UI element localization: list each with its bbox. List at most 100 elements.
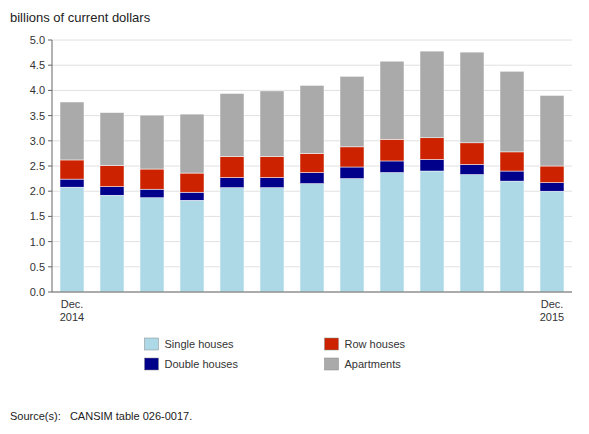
y-tick-label: 3.0 — [30, 135, 45, 147]
series — [60, 51, 564, 173]
title: billions of current dollars — [10, 10, 151, 25]
y-tick-label: 1.5 — [30, 210, 45, 222]
source-note: Source(s): CANSIM table 026-0017. — [10, 410, 192, 422]
bar-segment — [140, 198, 164, 292]
y-tick — [48, 241, 52, 242]
legend-label: Apartments — [345, 358, 402, 370]
bar-segment — [380, 173, 404, 292]
bar-segment — [500, 171, 524, 181]
x-axis-line — [52, 292, 572, 293]
bar-segment — [460, 175, 484, 292]
bar-segment — [340, 147, 364, 167]
bar-segment — [380, 61, 404, 139]
bar-segment — [220, 156, 244, 177]
bar-segment — [540, 95, 564, 166]
bar-segment — [420, 138, 444, 160]
bar-segment — [60, 179, 84, 187]
bar-segment — [340, 167, 364, 179]
series — [60, 171, 564, 292]
bar-segment — [540, 183, 564, 192]
y-tick-label: 5.0 — [30, 34, 45, 46]
bar-segment — [260, 188, 284, 292]
legend-label: Row houses — [345, 338, 406, 350]
bar-segment — [380, 139, 404, 161]
y-tick — [48, 216, 52, 217]
x-tick-label-line: Dec. — [541, 298, 564, 310]
bar-segment — [60, 102, 84, 160]
bar-segment — [140, 169, 164, 189]
bar-segment — [540, 166, 564, 183]
y-tick-label: 4.5 — [30, 59, 45, 71]
bar-segment — [220, 178, 244, 188]
y-axis: 0.00.51.01.52.02.53.03.54.04.55.0 — [30, 34, 52, 298]
y-tick — [48, 140, 52, 141]
bar-segment — [140, 115, 164, 169]
y-tick — [48, 40, 52, 41]
bar-segment — [540, 191, 564, 292]
y-tick — [48, 90, 52, 91]
legend-swatch — [145, 358, 159, 370]
x-tick-label-line: 2015 — [540, 311, 564, 323]
bar-segment — [420, 171, 444, 292]
bar-segment — [460, 52, 484, 143]
grid — [52, 40, 572, 292]
bar-segment — [300, 153, 324, 172]
legend-swatch — [325, 358, 339, 370]
y-tick — [48, 191, 52, 192]
bar-segment — [340, 179, 364, 292]
bar-segment — [60, 160, 84, 179]
bar-segment — [180, 173, 204, 192]
bar-segment — [300, 173, 324, 184]
bar-segment — [260, 178, 284, 188]
legend: Single houses Double houses Row houses Apar… — [145, 338, 406, 370]
bar-segment — [180, 114, 204, 173]
x-axis: Dec.2014Dec.2015 — [60, 298, 564, 323]
y-tick — [48, 266, 52, 267]
bar-segment — [100, 165, 124, 186]
bar-segment — [460, 164, 484, 174]
bar-segment — [180, 192, 204, 200]
y-axis-line — [52, 40, 53, 292]
bar-segment — [460, 143, 484, 165]
y-tick — [48, 292, 52, 293]
bar-segment — [100, 195, 124, 292]
bar-segment — [220, 188, 244, 292]
x-tick-label-line: Dec. — [61, 298, 84, 310]
bar-segment — [340, 76, 364, 147]
y-tick-label: 2.0 — [30, 185, 45, 197]
grid-line — [52, 292, 572, 293]
legend-swatch — [145, 338, 159, 350]
grid-line — [52, 65, 572, 66]
y-tick — [48, 166, 52, 167]
bar-segment — [420, 51, 444, 138]
y-tick — [48, 115, 52, 116]
legend-label: Double houses — [165, 358, 239, 370]
y-tick-label: 3.5 — [30, 110, 45, 122]
y-tick-label: 1.0 — [30, 236, 45, 248]
bar-segment — [300, 184, 324, 292]
bar-segment — [500, 71, 524, 152]
bar-segment — [60, 187, 84, 292]
chart: billions of current dollars0.00.51.01.52… — [0, 0, 589, 434]
y-tick — [48, 65, 52, 66]
y-tick-label: 0.0 — [30, 286, 45, 298]
bar-segment — [380, 161, 404, 173]
legend-swatch — [325, 338, 339, 350]
legend-label: Single houses — [165, 338, 235, 350]
bar-segment — [500, 152, 524, 171]
bar-segment — [500, 181, 524, 292]
grid-line — [52, 40, 572, 41]
x-tick-label: Dec.2014 — [60, 298, 84, 323]
bars — [60, 51, 564, 292]
x-tick-label: Dec.2015 — [540, 298, 564, 323]
bar-segment — [100, 113, 124, 166]
y-tick-label: 2.5 — [30, 160, 45, 172]
bar-segment — [260, 156, 284, 177]
bar-segment — [420, 159, 444, 171]
bar-segment — [260, 91, 284, 157]
bar-segment — [180, 200, 204, 292]
x-tick-label-line: 2014 — [60, 311, 84, 323]
bar-segment — [220, 93, 244, 156]
bar-segment — [300, 85, 324, 153]
y-tick-label: 4.0 — [30, 84, 45, 96]
